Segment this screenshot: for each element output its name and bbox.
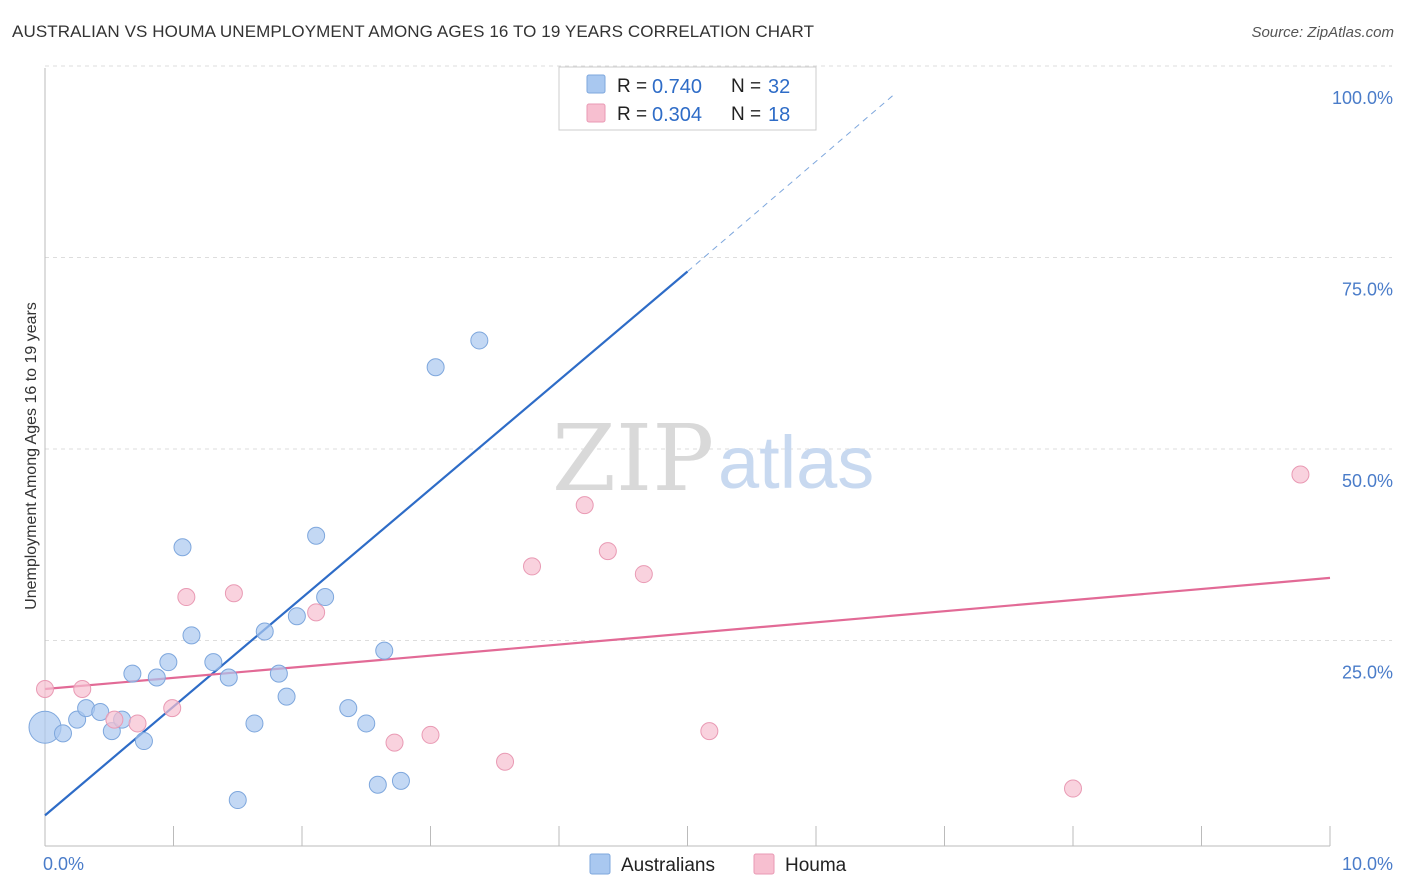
legend-swatch-houma	[586, 103, 606, 123]
point-australians	[375, 641, 394, 660]
point-australians	[123, 664, 142, 683]
source-label: Source: ZipAtlas.com	[1251, 24, 1394, 41]
legend: R = 0.740 N = 32 R = 0.304 N = 18	[558, 66, 817, 131]
trendline-houma	[44, 576, 1331, 691]
point-houma	[634, 565, 653, 584]
point-houma	[496, 752, 515, 771]
chart-title: AUSTRALIAN VS HOUMA UNEMPLOYMENT AMONG A…	[12, 22, 815, 41]
point-australians	[470, 331, 489, 350]
y-tick-label: 50.0%	[1342, 471, 1393, 491]
legend-r-value-houma: 0.304	[652, 104, 702, 126]
point-australians	[339, 699, 358, 718]
point-australians	[245, 714, 264, 733]
point-australians	[53, 724, 72, 743]
point-houma	[128, 714, 147, 733]
point-houma	[105, 710, 124, 729]
legend-r-label: R =	[617, 104, 647, 125]
point-australians	[307, 526, 326, 545]
legend-r-label: R =	[617, 76, 647, 97]
legend-r-value-australians: 0.740	[652, 76, 702, 98]
point-australians	[426, 358, 445, 377]
point-australians	[316, 588, 335, 607]
watermark: ZIP atlas	[552, 405, 874, 512]
point-australians	[277, 687, 296, 706]
y-tick-label: 25.0%	[1342, 663, 1393, 683]
trendline-extension-australians	[687, 94, 894, 272]
point-houma	[163, 699, 182, 718]
data-points	[28, 71, 1310, 810]
point-houma	[1064, 779, 1082, 798]
point-houma	[73, 679, 92, 698]
point-houma	[307, 603, 326, 622]
point-australians	[269, 664, 288, 683]
legend-n-value-australians: 32	[768, 76, 790, 98]
point-australians	[255, 622, 274, 641]
bottom-legend: Australians Houma	[589, 853, 847, 876]
point-houma	[598, 542, 617, 561]
x-tick-label: 0.0%	[43, 854, 84, 874]
y-tick-labels: 25.0% 50.0% 75.0% 100.0%	[1332, 88, 1393, 683]
y-tick-label: 75.0%	[1342, 280, 1393, 300]
point-australians	[228, 791, 247, 810]
trendlines	[44, 94, 1331, 817]
x-tick-labels: 0.0% 10.0%	[43, 854, 1393, 874]
point-houma	[177, 588, 196, 607]
y-tick-label: 100.0%	[1332, 88, 1393, 108]
point-australians	[357, 714, 376, 733]
legend-swatch-australians	[586, 74, 606, 94]
legend-n-value-houma: 18	[768, 104, 790, 126]
point-houma	[385, 733, 404, 752]
point-houma	[523, 557, 542, 576]
point-australians	[219, 668, 238, 687]
point-houma	[421, 725, 440, 744]
point-houma	[700, 722, 719, 741]
bottom-legend-label-houma: Houma	[785, 855, 847, 876]
grid-lines	[45, 65, 1392, 641]
trendline-australians	[44, 270, 689, 817]
point-australians	[173, 538, 192, 557]
bottom-legend-swatch-australians	[589, 853, 611, 875]
point-houma	[575, 496, 594, 515]
watermark-zip: ZIP	[552, 405, 714, 512]
point-australians	[134, 732, 153, 751]
point-australians	[287, 607, 306, 626]
legend-n-label: N =	[731, 76, 761, 97]
point-australians	[391, 771, 410, 790]
point-houma	[224, 584, 243, 603]
bottom-legend-label-australians: Australians	[621, 855, 715, 876]
point-houma	[36, 679, 54, 698]
legend-n-label: N =	[731, 104, 761, 125]
point-australians	[182, 626, 201, 645]
watermark-atlas: atlas	[718, 421, 874, 504]
point-australians	[147, 668, 166, 687]
point-australians	[204, 653, 223, 672]
point-houma	[1291, 465, 1310, 484]
x-tick-label: 10.0%	[1342, 854, 1393, 874]
point-australians	[159, 653, 178, 672]
point-australians	[368, 775, 387, 794]
bottom-legend-swatch-houma	[753, 853, 775, 875]
y-axis-title: Unemployment Among Ages 16 to 19 years	[23, 302, 40, 610]
point-australians	[91, 702, 110, 721]
